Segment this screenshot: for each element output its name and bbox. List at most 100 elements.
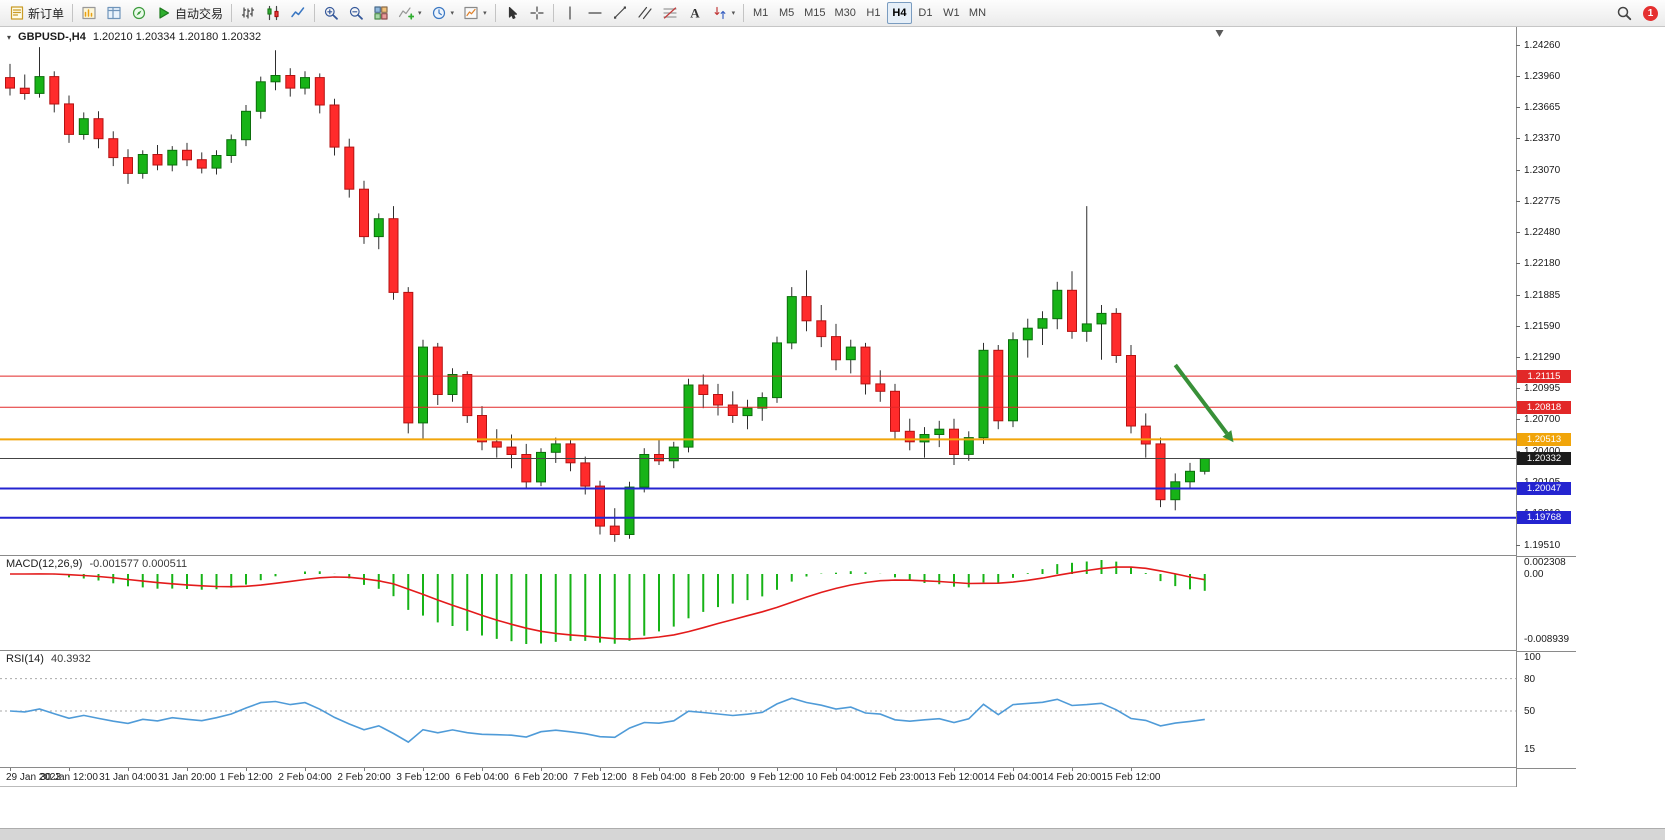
toolbar-separator: [552, 4, 554, 22]
candlestick-plot[interactable]: [0, 27, 1516, 556]
price-level-marker: 1.19768: [1517, 511, 1571, 525]
chart-bars-button[interactable]: [236, 2, 260, 24]
equidistant-channel-button[interactable]: [633, 2, 657, 24]
cursor-button[interactable]: [500, 2, 524, 24]
autotrade-play-icon: [156, 5, 172, 21]
time-axis-label: 14 Feb 04:00: [983, 772, 1043, 783]
time-tick: [246, 768, 247, 771]
zoom-in-icon: [323, 5, 339, 21]
price-axis-label: 1.23665: [1524, 102, 1561, 114]
vertical-line-button[interactable]: [558, 2, 582, 24]
new-order-label: 新订单: [28, 6, 65, 21]
price-axis-label: 1.23370: [1524, 133, 1561, 145]
autotrade-button[interactable]: 自动交易: [152, 2, 227, 24]
timeframe-mn-button[interactable]: MN: [968, 7, 987, 19]
chart-candles-button[interactable]: [261, 2, 285, 24]
timeframe-h4-button[interactable]: H4: [886, 2, 912, 24]
macd-values: -0.001577 0.000511: [89, 558, 188, 570]
toolbar-separator: [231, 4, 233, 22]
price-axis-label: 1.22775: [1524, 195, 1561, 207]
price-tick: [1516, 450, 1520, 452]
price-chart-pane[interactable]: ▾ GBPUSD-,H4 1.20210 1.20334 1.20180 1.2…: [0, 27, 1516, 556]
price-axis-label: 1.23070: [1524, 164, 1561, 176]
search-icon: [1616, 5, 1632, 21]
timeframe-m5-button[interactable]: M5: [778, 7, 795, 19]
fibonacci-button[interactable]: [658, 2, 682, 24]
search-button[interactable]: [1612, 2, 1636, 24]
chart-ohlc-values: 1.20210 1.20334 1.20180 1.20332: [92, 31, 262, 43]
notification-badge[interactable]: 1: [1643, 5, 1658, 21]
rsi-axis-label: 100: [1524, 652, 1541, 663]
time-axis-label: 2 Feb 20:00: [337, 772, 391, 783]
time-axis-label: 14 Feb 20:00: [1042, 772, 1102, 783]
templates-button[interactable]: ▾: [459, 2, 491, 24]
price-axis[interactable]: 1.24260 1.23960 1.23665 1.23370 1.23070 1.227…: [1516, 27, 1576, 828]
new-order-icon: [9, 5, 25, 21]
price-tick: [1516, 263, 1520, 265]
timeframe-m30-button[interactable]: M30: [834, 7, 856, 19]
time-axis-label: 3 Feb 12:00: [396, 772, 450, 783]
arrows-button[interactable]: ▾: [708, 2, 740, 24]
zoom-out-button[interactable]: [344, 2, 368, 24]
pane-separator: [1516, 651, 1576, 652]
price-tick: [1516, 419, 1520, 421]
time-axis-label: 8 Feb 20:00: [691, 772, 745, 783]
time-axis-label: 30 Jan 12:00: [40, 772, 98, 783]
tile-windows-icon: [373, 5, 389, 21]
price-axis-label: 1.22180: [1524, 258, 1561, 270]
timeframe-w1-button[interactable]: W1: [943, 7, 960, 19]
time-tick: [659, 768, 660, 771]
chart-candles-icon: [265, 5, 281, 21]
time-tick: [364, 768, 365, 771]
macd-pane[interactable]: MACD(12,26,9) -0.001577 0.000511: [0, 556, 1516, 651]
timeframe-m1-button[interactable]: M1: [752, 7, 769, 19]
macd-axis-label: 0.002308: [1524, 557, 1566, 568]
trendline-icon: [612, 5, 628, 21]
price-tick: [1516, 107, 1520, 109]
timeframe-d1-button[interactable]: D1: [918, 7, 933, 19]
tile-windows-button[interactable]: [369, 2, 393, 24]
time-tick: [954, 768, 955, 771]
time-axis-label: 12 Feb 23:00: [865, 772, 925, 783]
text-label-button[interactable]: A: [683, 2, 707, 24]
time-tick: [1072, 768, 1073, 771]
navigator-button[interactable]: [127, 2, 151, 24]
vline-icon: [562, 5, 578, 21]
market-watch-icon: [81, 5, 97, 21]
pane-separator: [1516, 768, 1576, 769]
trendline-button[interactable]: [608, 2, 632, 24]
chart-title: ▾ GBPUSD-,H4 1.20210 1.20334 1.20180 1.2…: [7, 31, 261, 43]
time-tick: [836, 768, 837, 771]
chart-line-icon: [290, 5, 306, 21]
price-axis-label: 1.21290: [1524, 352, 1561, 364]
rsi-value: 40.3932: [50, 653, 91, 665]
periods-button[interactable]: ▾: [427, 2, 459, 24]
data-window-button[interactable]: [102, 2, 126, 24]
rsi-plot[interactable]: [0, 651, 1516, 768]
new-order-button[interactable]: 新订单: [5, 2, 68, 24]
horizontal-line-button[interactable]: [583, 2, 607, 24]
indicators-button[interactable]: ▾: [394, 2, 426, 24]
dropdown-caret-icon: ▾: [418, 10, 422, 17]
crosshair-button[interactable]: [525, 2, 549, 24]
market-watch-button[interactable]: [77, 2, 101, 24]
time-axis-label: 2 Feb 04:00: [278, 772, 332, 783]
zoom-out-icon: [348, 5, 364, 21]
price-tick: [1516, 138, 1520, 140]
chart-line-button[interactable]: [286, 2, 310, 24]
macd-axis-label: 0.00: [1524, 569, 1544, 580]
price-axis-label: 1.20700: [1524, 414, 1561, 426]
rsi-pane[interactable]: RSI(14) 40.3932: [0, 651, 1516, 768]
price-level-marker: 1.20513: [1517, 432, 1571, 446]
toolbar: 新订单 自动交易 ▾ ▾ ▾ A ▾ M1 M5 M15 M30 H1 H4 D1 W1 MN 1: [0, 0, 1665, 27]
time-axis[interactable]: 29 Jan 2023 30 Jan 12:00 31 Jan 04:00 31 Ja…: [0, 768, 1516, 787]
periods-clock-icon: [431, 5, 447, 21]
price-axis-label: 1.23960: [1524, 71, 1561, 83]
indicators-add-icon: [398, 5, 415, 21]
timeframe-h1-button[interactable]: H1: [866, 7, 881, 19]
macd-plot[interactable]: [0, 556, 1516, 651]
zoom-in-button[interactable]: [319, 2, 343, 24]
timeframe-m15-button[interactable]: M15: [804, 7, 826, 19]
svg-text:A: A: [690, 6, 700, 21]
